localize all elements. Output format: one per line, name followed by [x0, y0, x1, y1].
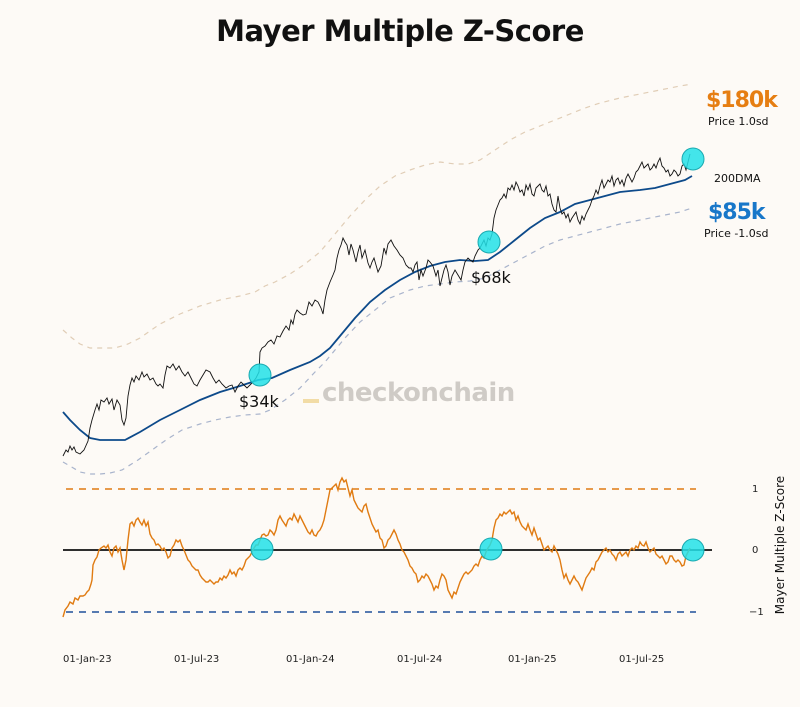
x-tick-jul24: 01-Jul-24 [397, 654, 443, 665]
x-tick-jan23: 01-Jan-23 [63, 654, 112, 665]
upper-band-label: Price 1.0sd [708, 115, 769, 128]
zscore-line [62, 476, 691, 618]
low-2023-annotation: $34k [239, 392, 279, 411]
chart-title: Mayer Multiple Z-Score [216, 14, 584, 48]
z-highlight-marker-1 [250, 537, 274, 561]
highlight-marker-68k [477, 230, 501, 254]
upper-price-annotation: $180k [706, 88, 778, 113]
y-tick-minus1: −1 [749, 607, 764, 618]
ma200-label: 200DMA [714, 172, 761, 185]
watermark-text: checkonchain [322, 378, 515, 408]
lower-band-label: Price -1.0sd [704, 227, 769, 240]
y-tick-0: 0 [752, 545, 759, 556]
watermark: checkonchain [303, 378, 515, 408]
price-line [62, 153, 691, 457]
low-2024-annotation: $68k [471, 268, 511, 287]
x-tick-jul25: 01-Jul-25 [619, 654, 665, 665]
x-tick-jan24: 01-Jan-24 [286, 654, 335, 665]
x-tick-jul23: 01-Jul-23 [174, 654, 220, 665]
y-axis-label: Mayer Multiple Z-Score [773, 475, 787, 615]
x-tick-jan25: 01-Jan-25 [508, 654, 557, 665]
z-highlight-marker-2 [479, 537, 503, 561]
ma200-line [62, 175, 693, 441]
y-tick-1: 1 [752, 484, 759, 495]
z-highlight-marker-3 [681, 538, 705, 562]
upper-band-line [62, 83, 693, 349]
watermark-bar-icon [303, 399, 319, 403]
highlight-marker-34k [248, 363, 272, 387]
highlight-marker-current [681, 147, 705, 171]
lower-price-annotation: $85k [708, 200, 766, 225]
lower-band-line [62, 207, 693, 475]
